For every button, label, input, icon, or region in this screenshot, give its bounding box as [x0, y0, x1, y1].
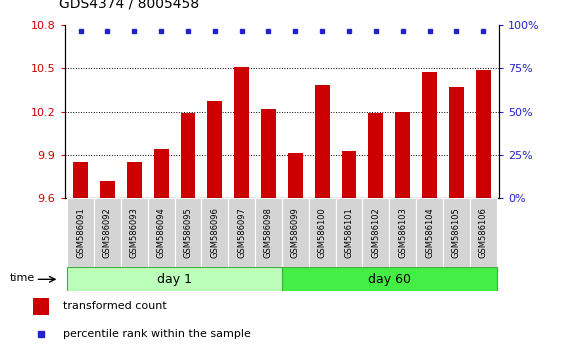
- FancyBboxPatch shape: [201, 198, 228, 267]
- FancyBboxPatch shape: [389, 198, 416, 267]
- Bar: [449, 87, 464, 198]
- Text: percentile rank within the sample: percentile rank within the sample: [63, 329, 251, 339]
- Bar: [342, 150, 356, 198]
- FancyBboxPatch shape: [94, 198, 121, 267]
- Bar: [34, 298, 49, 315]
- Bar: [67, 267, 282, 291]
- FancyBboxPatch shape: [174, 198, 201, 267]
- FancyBboxPatch shape: [335, 198, 362, 267]
- Text: GSM586104: GSM586104: [425, 207, 434, 258]
- Bar: [100, 181, 115, 198]
- Bar: [315, 86, 329, 198]
- Text: GSM586101: GSM586101: [344, 207, 353, 258]
- Text: GSM586099: GSM586099: [291, 207, 300, 258]
- FancyBboxPatch shape: [282, 198, 309, 267]
- Text: GSM586103: GSM586103: [398, 207, 407, 258]
- Text: GSM586095: GSM586095: [183, 207, 192, 258]
- Text: GSM586098: GSM586098: [264, 207, 273, 258]
- FancyBboxPatch shape: [148, 198, 174, 267]
- Bar: [282, 267, 496, 291]
- Bar: [476, 70, 490, 198]
- Text: transformed count: transformed count: [63, 301, 167, 312]
- Text: GSM586092: GSM586092: [103, 207, 112, 258]
- Text: GSM586094: GSM586094: [157, 207, 165, 258]
- FancyBboxPatch shape: [309, 198, 335, 267]
- Text: GSM586102: GSM586102: [371, 207, 380, 258]
- Bar: [396, 112, 410, 198]
- FancyBboxPatch shape: [255, 198, 282, 267]
- FancyBboxPatch shape: [67, 198, 94, 267]
- FancyBboxPatch shape: [121, 198, 148, 267]
- Bar: [288, 153, 303, 198]
- Bar: [154, 149, 168, 198]
- Text: GSM586097: GSM586097: [237, 207, 246, 258]
- Bar: [369, 113, 383, 198]
- FancyBboxPatch shape: [416, 198, 443, 267]
- FancyBboxPatch shape: [470, 198, 496, 267]
- Text: GSM586100: GSM586100: [318, 207, 327, 258]
- FancyBboxPatch shape: [228, 198, 255, 267]
- Text: day 60: day 60: [368, 273, 411, 286]
- Text: GSM586091: GSM586091: [76, 207, 85, 258]
- Text: day 1: day 1: [157, 273, 192, 286]
- Bar: [181, 113, 195, 198]
- FancyBboxPatch shape: [443, 198, 470, 267]
- Text: GSM586106: GSM586106: [479, 207, 488, 258]
- Text: GSM586096: GSM586096: [210, 207, 219, 258]
- FancyBboxPatch shape: [362, 198, 389, 267]
- Bar: [261, 109, 276, 198]
- Text: GSM586105: GSM586105: [452, 207, 461, 258]
- Text: GDS4374 / 8005458: GDS4374 / 8005458: [59, 0, 199, 11]
- Bar: [234, 67, 249, 198]
- Bar: [422, 73, 437, 198]
- Bar: [127, 162, 142, 198]
- Bar: [73, 162, 88, 198]
- Bar: [208, 101, 222, 198]
- Text: GSM586093: GSM586093: [130, 207, 139, 258]
- Text: time: time: [10, 273, 35, 283]
